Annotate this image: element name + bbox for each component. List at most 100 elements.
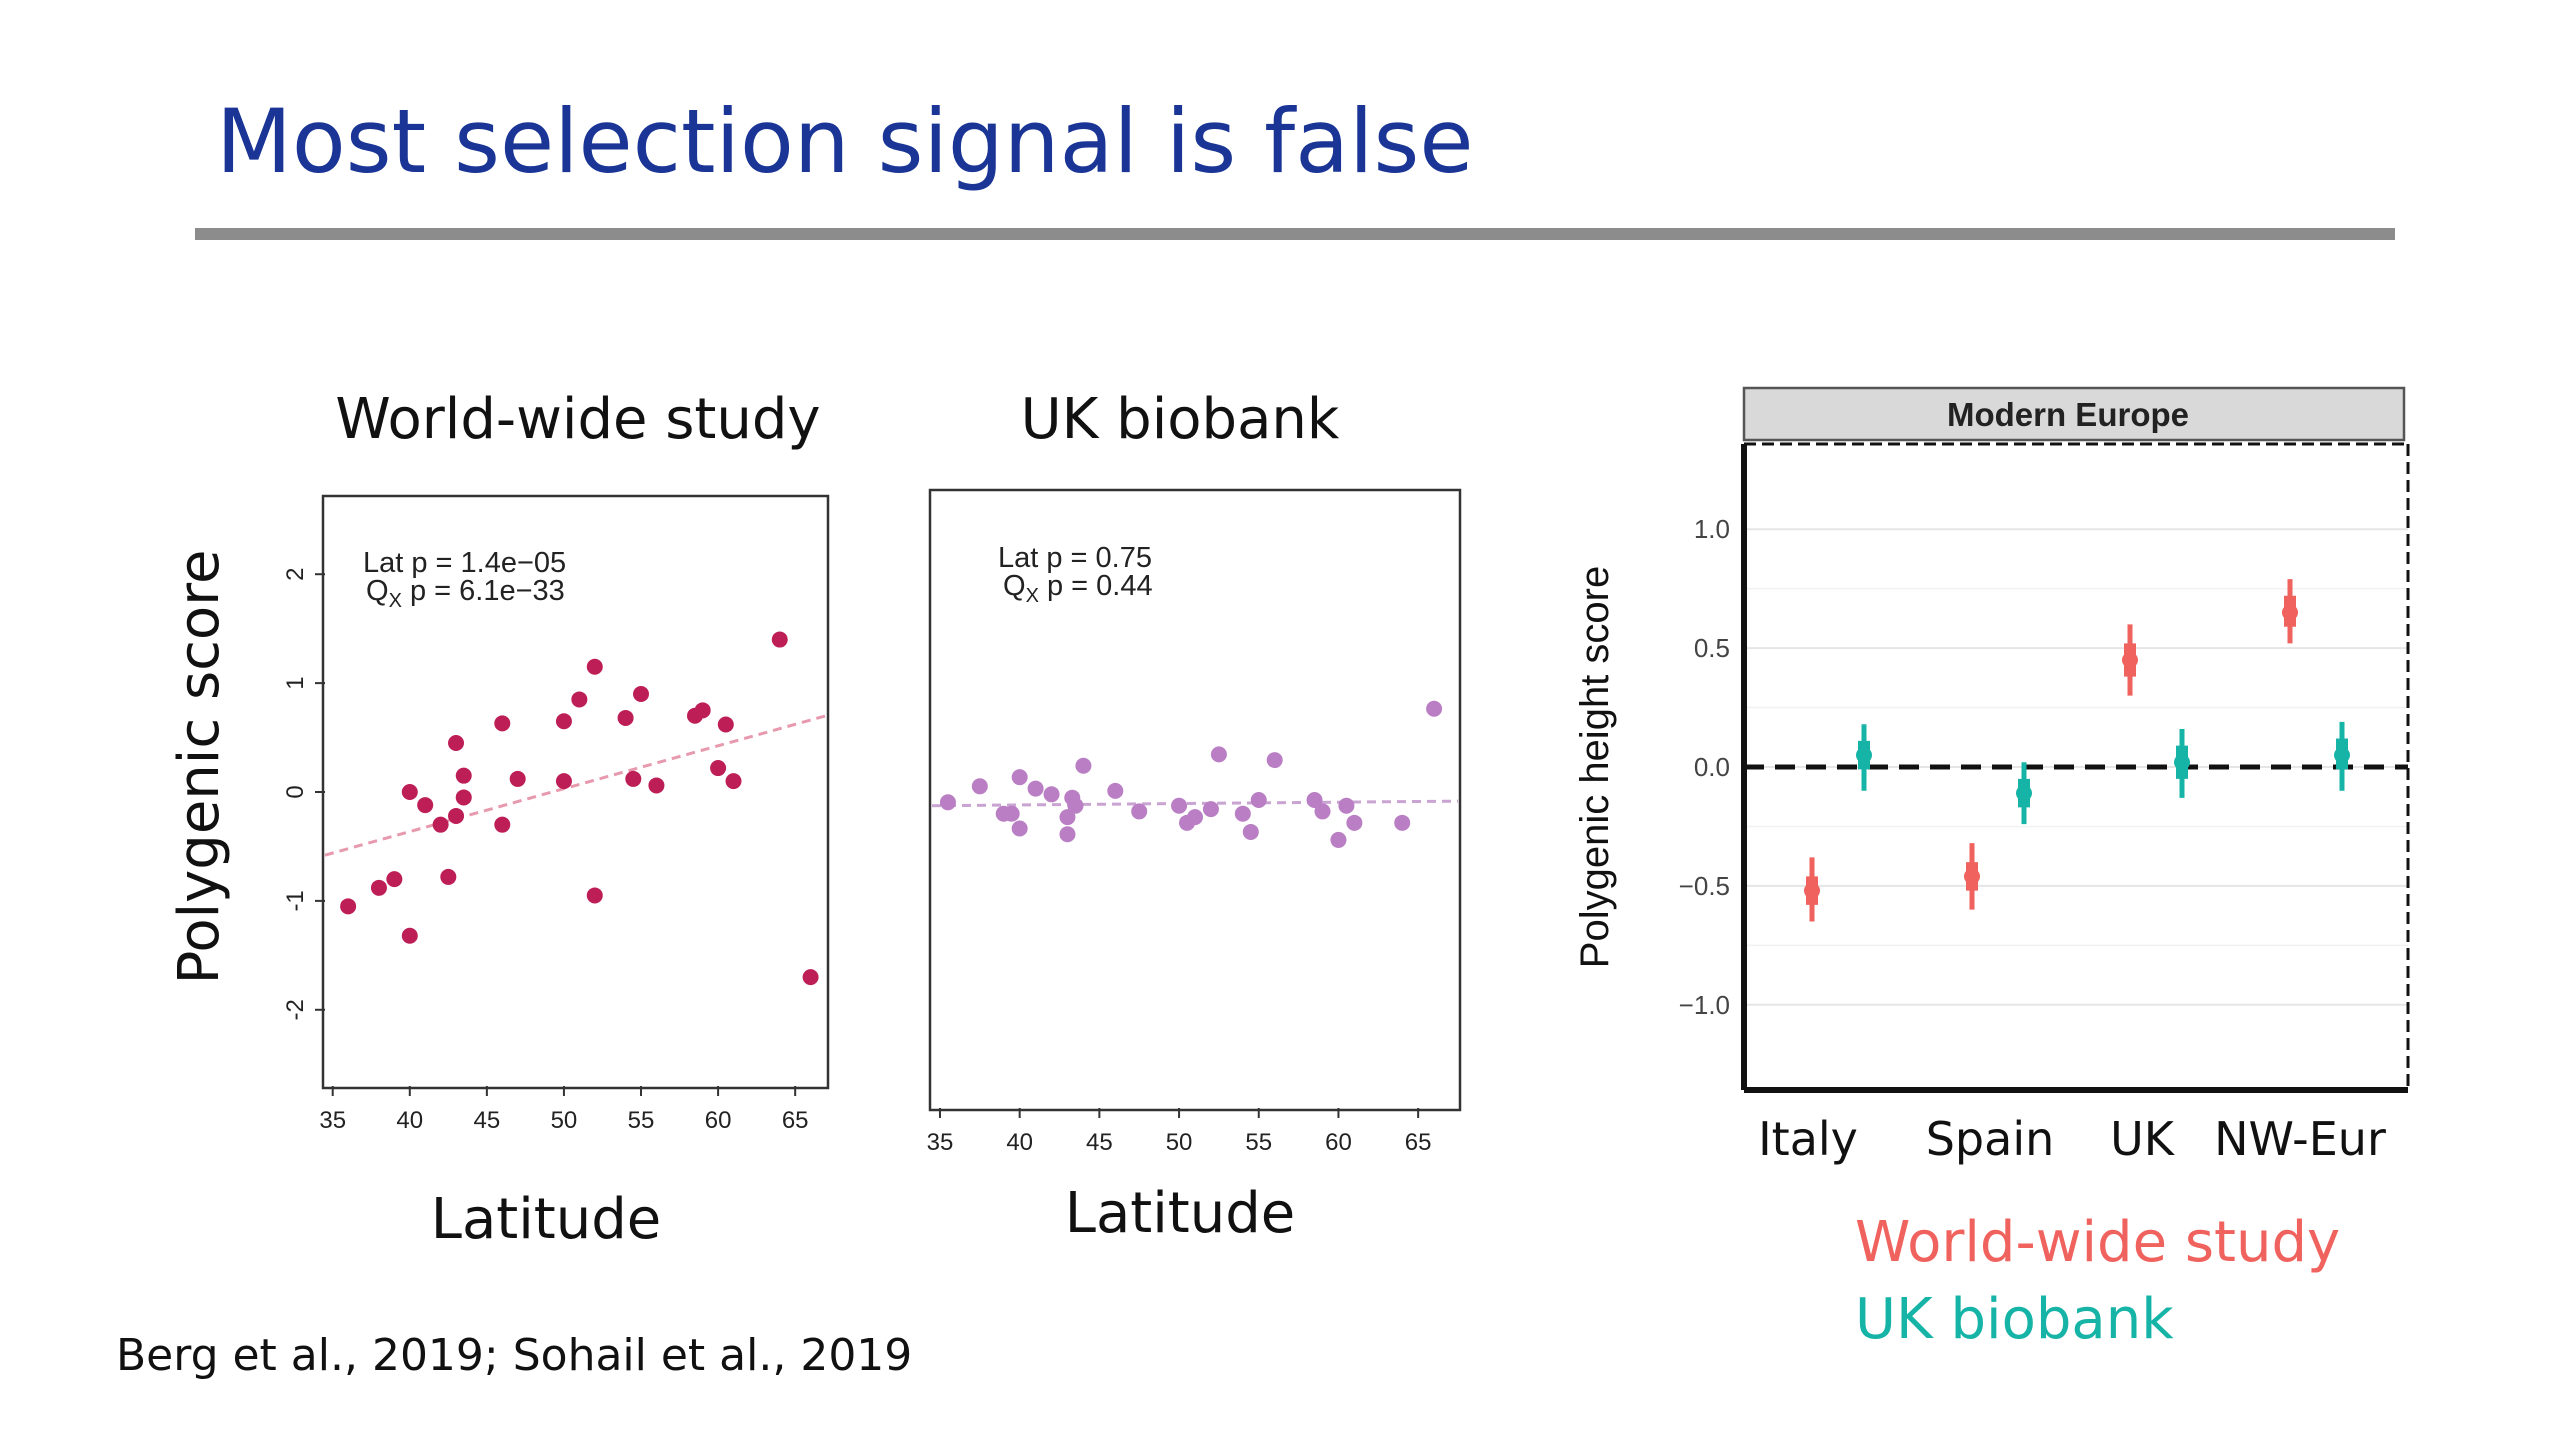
y-tick-label: 0	[282, 785, 309, 798]
data-point	[725, 773, 742, 790]
data-point	[1043, 786, 1060, 803]
ukbiobank-x-axis-label: Latitude	[1065, 1181, 1295, 1246]
x-tick-label: 45	[474, 1107, 501, 1134]
worldwide-annotation-lat: Lat p = 1.4e−05	[363, 547, 566, 579]
x-tick-label: 45	[1086, 1129, 1113, 1156]
data-point	[448, 807, 465, 824]
data-point	[1210, 746, 1227, 763]
data-point	[710, 760, 727, 777]
x-tick-label: 65	[1405, 1129, 1432, 1156]
data-point	[648, 777, 665, 794]
x-tick-label: 40	[396, 1107, 423, 1134]
data-point	[1107, 782, 1124, 799]
data-point	[1171, 797, 1188, 814]
data-point	[586, 887, 603, 904]
worldwide-trend	[324, 714, 827, 857]
worldwide-points	[340, 631, 819, 986]
errorbar-point	[1856, 747, 1872, 764]
y-tick-label: -2	[282, 999, 309, 1020]
legend-ukbiobank: UK biobank	[1855, 1287, 2174, 1352]
x-tick-label: 50	[551, 1107, 578, 1134]
ukbiobank-x-ticks: 35 40 45 50 55 60 65	[927, 1108, 1432, 1156]
y-tick-label: −1.0	[1679, 990, 1730, 1020]
data-point	[340, 898, 357, 915]
data-point	[1234, 805, 1251, 822]
x-tick-label: 35	[927, 1129, 954, 1156]
errorbar-point	[2282, 604, 2298, 621]
data-point	[771, 631, 788, 648]
data-point	[401, 784, 418, 800]
data-point	[401, 927, 418, 944]
data-point	[1059, 826, 1076, 843]
ukbiobank-annotation-sub: X	[1026, 585, 1039, 607]
modern-europe-errorbars	[1804, 579, 2350, 922]
errorbar-point	[2334, 747, 2350, 764]
x-tick-label: 55	[628, 1107, 655, 1134]
data-point	[586, 658, 603, 675]
y-tick-label: 2	[282, 568, 309, 581]
x-tick-label: 40	[1006, 1129, 1033, 1156]
ukbiobank-annotation-lat: Lat p = 0.75	[998, 542, 1152, 574]
data-point	[1011, 820, 1028, 837]
data-point	[1426, 700, 1443, 717]
data-point	[694, 702, 711, 719]
data-point	[455, 789, 472, 806]
worldwide-annotation-q: Q	[366, 575, 389, 607]
worldwide-x-axis-label: Latitude	[431, 1187, 661, 1252]
data-point	[494, 715, 511, 732]
trend-line	[324, 714, 827, 857]
y-tick-label: -1	[282, 890, 309, 911]
modern-europe-gridlines	[1744, 528, 2408, 1006]
x-tick-label: 60	[705, 1107, 732, 1134]
data-point	[1187, 809, 1203, 826]
modern-europe-chart: Modern Europe Polygenic height score 1.0…	[1573, 386, 2410, 1166]
ukbiobank-trend	[931, 799, 1459, 808]
data-point	[1003, 805, 1020, 822]
ukbiobank-points	[939, 700, 1443, 848]
y-tick-label: 1	[282, 676, 309, 689]
data-point	[1027, 780, 1044, 797]
worldwide-plot-frame	[321, 494, 830, 1090]
citation: Berg et al., 2019; Sohail et al., 2019	[116, 1330, 913, 1381]
errorbar-point	[2174, 754, 2190, 771]
data-point	[1059, 809, 1076, 826]
worldwide-x-ticks: 35 40 45 50 55 60 65	[319, 1086, 809, 1134]
data-point	[1202, 801, 1219, 818]
data-point	[802, 969, 819, 986]
slide-title: Most selection signal is false	[216, 90, 1474, 193]
modern-europe-strip-label: Modern Europe	[1947, 396, 2189, 433]
data-point	[1338, 797, 1355, 814]
data-point	[1346, 814, 1363, 831]
worldwide-annotation-qx: QX p = 6.1e−33	[366, 575, 565, 612]
modern-europe-y-axis-label: Polygenic height score	[1573, 566, 1617, 968]
data-point	[370, 879, 387, 896]
worldwide-scatter: World-wide study Polygenic score Latitud…	[167, 387, 830, 1252]
ukbiobank-annotation-q: Q	[1003, 570, 1026, 602]
data-point	[625, 770, 642, 787]
worldwide-y-ticks: -2 -1 0 1 2	[282, 568, 325, 1020]
data-point	[939, 794, 956, 811]
ukbiobank-chart-title: UK biobank	[1021, 387, 1340, 452]
data-point	[971, 778, 988, 795]
errorbar-point	[2016, 785, 2032, 802]
y-tick-label: 0.5	[1694, 633, 1730, 663]
data-point	[1314, 803, 1331, 820]
y-tick-label: 1.0	[1694, 514, 1730, 544]
errorbar-point	[2122, 652, 2138, 668]
errorbar-point	[1804, 882, 1820, 899]
worldwide-annotation-sub: X	[389, 590, 402, 612]
data-point	[1131, 803, 1148, 820]
data-point	[1250, 792, 1267, 808]
data-point	[1067, 797, 1084, 814]
data-point	[494, 816, 511, 833]
x-tick-label: 55	[1245, 1129, 1272, 1156]
y-tick-label: 0.0	[1694, 752, 1730, 782]
data-point	[417, 797, 434, 814]
worldwide-chart-title: World-wide study	[335, 387, 820, 452]
category-label: Italy	[1758, 1112, 1858, 1166]
legend-worldwide: World-wide study	[1855, 1210, 2341, 1275]
data-point	[448, 735, 465, 751]
worldwide-annotation-qx-p: p = 6.1e−33	[402, 575, 565, 607]
errorbar-point	[1964, 868, 1980, 885]
